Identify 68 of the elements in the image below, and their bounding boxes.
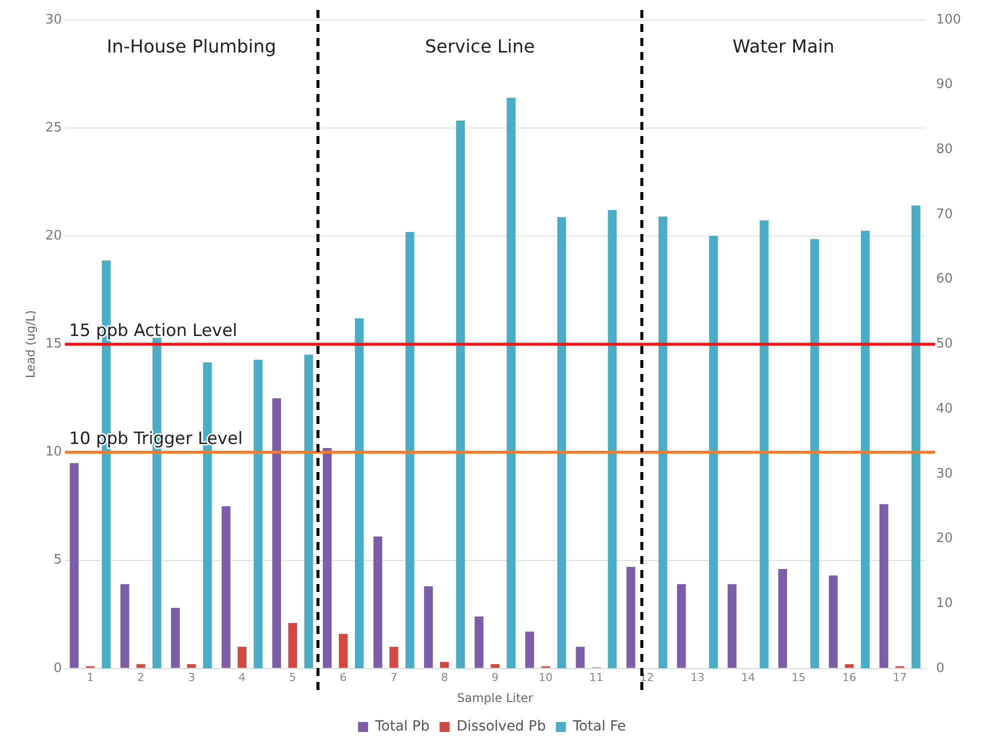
x-tick-label: 7: [390, 670, 398, 684]
y2-tick-label: 90: [936, 77, 953, 92]
bar: [490, 664, 500, 668]
y2-tick-label: 50: [936, 336, 953, 352]
bar: [322, 448, 332, 668]
bar: [424, 586, 433, 668]
bar: [389, 646, 398, 668]
x-tick-label: 4: [238, 670, 246, 684]
x-tick-label: 14: [741, 670, 756, 684]
y2-tick-label: 100: [936, 12, 962, 28]
y2-tick-label: 80: [936, 142, 953, 158]
bar: [576, 646, 585, 668]
bar: [474, 616, 484, 668]
bar: [728, 584, 736, 668]
x-tick-label: 6: [340, 670, 347, 684]
bar: [828, 575, 838, 668]
y2-tick-label: 0: [936, 660, 944, 676]
y2-tick-label: 60: [936, 272, 953, 287]
x-tick-label: 10: [538, 670, 553, 684]
x-tick-label: 16: [842, 670, 856, 684]
y2-tick-label: 20: [936, 531, 953, 546]
y2-tick-label: 70: [936, 206, 953, 222]
y2-tick-label: 10: [936, 596, 953, 611]
bar: [844, 664, 854, 668]
annotation: In-House Plumbing: [106, 36, 276, 58]
y-tick-label: 25: [45, 120, 62, 136]
x-tick-label: 15: [792, 670, 806, 684]
bar: [272, 398, 282, 668]
x-tick-label: 9: [492, 670, 499, 684]
bar: [778, 568, 788, 668]
x-tick-label: 5: [289, 670, 296, 684]
annotation: Water Main: [732, 36, 834, 58]
annotation: Service Line: [425, 36, 535, 58]
x-tick-label: 3: [188, 670, 195, 684]
x-tick-label: 2: [137, 670, 144, 684]
bar: [677, 584, 686, 668]
x-axis-title: Sample Liter: [457, 690, 534, 705]
legend-label: Dissolved Pb: [456, 718, 546, 735]
bar: [238, 646, 246, 668]
bar: [171, 608, 180, 668]
bar: [70, 463, 79, 668]
bar: [187, 664, 196, 668]
y-tick-label: 30: [45, 12, 62, 28]
x-tick-label: 17: [892, 670, 907, 684]
y-tick-label: 15: [45, 336, 62, 352]
y-tick-label: 20: [45, 228, 62, 244]
x-tick-label: 1: [86, 670, 94, 684]
y-tick-label: 5: [54, 552, 62, 568]
bar: [626, 566, 636, 668]
y-axis-title: Lead (ug/L): [23, 310, 38, 378]
bar: [338, 634, 348, 668]
bar: [879, 504, 888, 668]
x-tick-label: 13: [690, 670, 704, 684]
bar: [288, 623, 298, 668]
bar: [136, 664, 146, 668]
y-tick-label: 0: [54, 660, 62, 676]
bar: [525, 632, 534, 668]
bar: [440, 662, 449, 668]
legend-label: Total Pb: [374, 718, 430, 735]
y2-tick-label: 40: [936, 401, 953, 416]
legend-label: Total Fe: [572, 718, 626, 735]
x-tick-label: 8: [440, 670, 448, 684]
y-tick-label: 10: [45, 444, 62, 460]
x-tick-label: 11: [589, 670, 604, 684]
bar: [222, 506, 230, 668]
bar: [120, 584, 130, 668]
y2-tick-label: 30: [936, 466, 953, 482]
bar: [373, 536, 382, 668]
